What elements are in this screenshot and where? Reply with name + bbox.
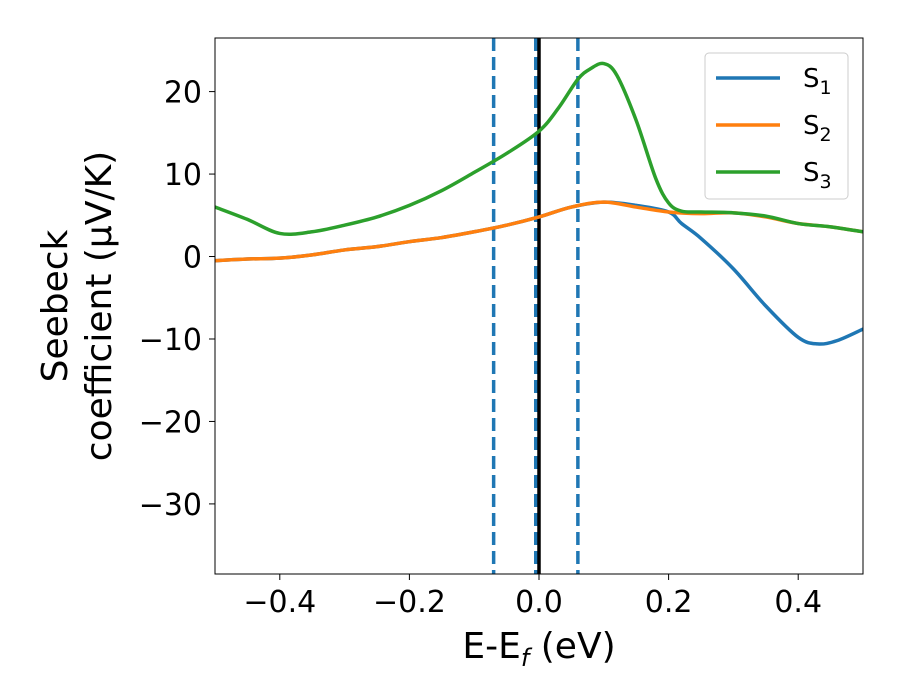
- legend-label-s1: S1: [803, 64, 832, 99]
- x-tick-label: 0.0: [515, 585, 563, 620]
- x-tick-label: 0.2: [645, 585, 693, 620]
- legend: S1 S2 S3: [704, 52, 849, 200]
- y-axis: −30 −20 −10 0 10 20: [139, 76, 215, 523]
- y-axis-label: Seebeck coefficient (μV/K): [35, 151, 120, 461]
- y-tick-label: −30: [139, 488, 202, 523]
- x-axis: −0.4 −0.2 0.0 0.2 0.4: [243, 574, 822, 620]
- y-tick-label: 20: [164, 76, 202, 111]
- y-axis-label-line1: Seebeck: [35, 229, 76, 382]
- y-tick-label: 10: [164, 158, 202, 193]
- x-tick-label: −0.4: [243, 585, 316, 620]
- y-tick-label: −10: [139, 323, 202, 358]
- x-tick-label: −0.2: [373, 585, 446, 620]
- series-lines: [215, 61, 863, 346]
- series-line-s3: [215, 61, 863, 236]
- legend-label-s2: S2: [803, 111, 832, 146]
- x-tick-label: 0.4: [774, 585, 822, 620]
- y-tick-label: −20: [139, 405, 202, 440]
- x-axis-label: E-Ef (eV): [462, 626, 615, 672]
- legend-label-s3: S3: [803, 158, 832, 193]
- y-tick-label: 0: [183, 241, 202, 276]
- y-axis-label-line2: coefficient (μV/K): [79, 151, 120, 461]
- reference-lines: [491, 38, 580, 574]
